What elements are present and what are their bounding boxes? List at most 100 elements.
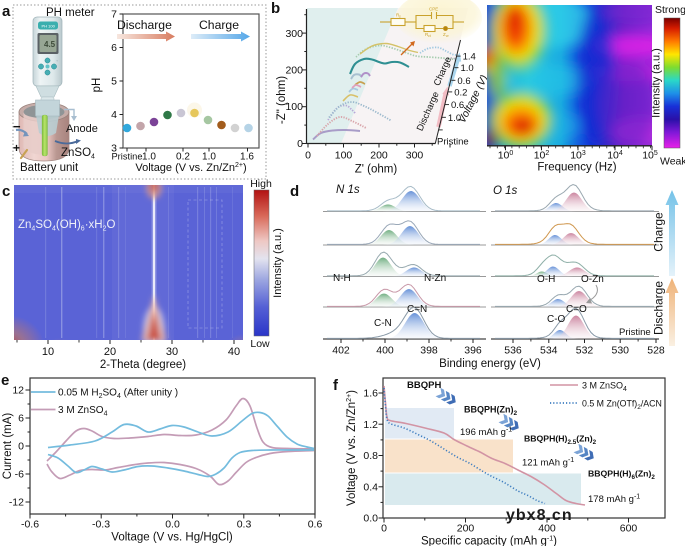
svg-text:O-Zn: O-Zn <box>581 274 604 285</box>
svg-text:Pristine: Pristine <box>619 327 651 338</box>
svg-text:102​: 102​ <box>534 150 550 162</box>
svg-text:3 M ZnSO4​: 3 M ZnSO4​ <box>58 405 108 418</box>
svg-text:400: 400 <box>376 345 394 357</box>
svg-text:N-H: N-H <box>333 273 351 284</box>
svg-text:6: 6 <box>18 413 24 425</box>
svg-text:532: 532 <box>576 345 594 357</box>
svg-text:C-O: C-O <box>547 314 566 325</box>
svg-text:-6: -6 <box>15 469 24 481</box>
svg-text:−: − <box>13 119 21 134</box>
svg-text:Specific capacity (mAh g-1​): Specific capacity (mAh g-1​) <box>421 536 557 546</box>
svg-text:High: High <box>250 178 272 190</box>
svg-text:◦: ◦ <box>57 58 59 63</box>
svg-text:530: 530 <box>611 345 629 357</box>
svg-text:C=N: C=N <box>407 304 427 315</box>
svg-text:0: 0 <box>297 138 303 150</box>
svg-text:Charge: Charge <box>199 18 239 32</box>
svg-text:400: 400 <box>538 523 556 535</box>
svg-text:100​: 100​ <box>498 150 514 162</box>
svg-text:0.0: 0.0 <box>165 519 180 531</box>
svg-text:528: 528 <box>647 345 665 357</box>
svg-text:1.4: 1.4 <box>463 52 476 63</box>
svg-text:402: 402 <box>332 345 350 357</box>
svg-text:1.0: 1.0 <box>448 113 461 124</box>
svg-text:BBQPH: BBQPH <box>407 380 441 391</box>
svg-text:R: R <box>396 13 400 18</box>
svg-text:R: R <box>425 32 429 37</box>
svg-text:Voltage (V vs. Hg/HgCl): Voltage (V vs. Hg/HgCl) <box>111 532 233 544</box>
svg-text:0.6: 0.6 <box>308 519 323 531</box>
svg-text:398: 398 <box>420 345 438 357</box>
svg-text:12: 12 <box>12 385 24 397</box>
svg-text:N 1s: N 1s <box>336 184 360 196</box>
svg-text:0.05 M H2​SO4​ (After unity ): 0.05 M H2​SO4​ (After unity ) <box>58 388 178 401</box>
svg-text:Discharge: Discharge <box>652 281 666 335</box>
svg-text:-12: -12 <box>9 497 24 509</box>
svg-text:Weak: Weak <box>660 156 685 168</box>
svg-text:0.2: 0.2 <box>454 87 467 98</box>
svg-text:-Z" (ohm): -Z" (ohm) <box>276 76 288 124</box>
svg-text:Current (mA): Current (mA) <box>2 413 14 480</box>
svg-text:a: a <box>2 3 11 20</box>
svg-text:4.5: 4.5 <box>44 40 56 49</box>
svg-text:BBQPH(Zn)2​: BBQPH(Zn)2​ <box>464 405 518 418</box>
svg-text:Anode: Anode <box>66 123 98 135</box>
svg-text:ct: ct <box>428 34 431 38</box>
svg-text:Voltage (V vs. Zn/Zn2+​): Voltage (V vs. Zn/Zn2+​) <box>135 162 246 174</box>
svg-text:ybx8.cn: ybx8.cn <box>506 507 573 524</box>
svg-text:-0.6: -0.6 <box>21 519 39 531</box>
svg-text:-0.3: -0.3 <box>92 519 110 531</box>
svg-text:Binding energy (eV): Binding energy (eV) <box>439 358 541 370</box>
svg-text:Charge: Charge <box>652 212 666 252</box>
svg-text:300: 300 <box>406 150 424 162</box>
svg-text:2-Theta (degree): 2-Theta (degree) <box>100 359 186 371</box>
svg-text:200: 200 <box>370 150 388 162</box>
svg-text:0.4: 0.4 <box>363 481 378 493</box>
svg-text:BBQPH(H)6​(Zn)2​: BBQPH(H)6​(Zn)2​ <box>588 469 655 482</box>
svg-text:Zn4​SO4​(OH)6​·xH2​O: Zn4​SO4​(OH)6​·xH2​O <box>18 219 115 233</box>
svg-text:d: d <box>290 183 299 200</box>
svg-text:N-Zn: N-Zn <box>424 273 446 284</box>
svg-text:PH 100: PH 100 <box>42 24 56 29</box>
svg-text:0.0: 0.0 <box>363 513 378 525</box>
svg-text:40: 40 <box>228 346 240 358</box>
svg-text:Discharge: Discharge <box>117 18 172 32</box>
svg-text:O-H: O-H <box>537 274 555 285</box>
svg-text:Voltage (V vs. Zn/Zn2+​): Voltage (V vs. Zn/Zn2+​) <box>346 390 358 506</box>
svg-text:1.0: 1.0 <box>202 152 216 163</box>
svg-text:b: b <box>271 0 280 17</box>
svg-text:s: s <box>399 15 401 19</box>
svg-text:3: 3 <box>111 143 117 155</box>
svg-text:0.6: 0.6 <box>451 100 464 111</box>
svg-text:3 M ZnSO4​: 3 M ZnSO4​ <box>582 381 627 394</box>
svg-text:7: 7 <box>111 9 117 21</box>
svg-text:1.6: 1.6 <box>240 152 254 163</box>
svg-text:PH meter: PH meter <box>46 7 95 19</box>
svg-text:Strong: Strong <box>655 4 685 16</box>
svg-text:Pristine: Pristine <box>437 137 469 148</box>
svg-text:121 mAh g-1​: 121 mAh g-1​ <box>522 457 574 469</box>
svg-text:10: 10 <box>42 346 54 358</box>
svg-text:Low: Low <box>250 338 270 350</box>
svg-text:0: 0 <box>305 150 311 162</box>
svg-text:1.0: 1.0 <box>142 152 156 163</box>
svg-text:O 1s: O 1s <box>493 185 518 197</box>
svg-text:20: 20 <box>104 346 116 358</box>
svg-text:1.2: 1.2 <box>363 419 378 431</box>
svg-text:6: 6 <box>111 42 117 54</box>
svg-text:Z: Z <box>443 32 446 37</box>
svg-text:0: 0 <box>381 523 387 535</box>
svg-text:1.6: 1.6 <box>363 388 378 400</box>
svg-text:BBQPH(H)2.5​(Zn)2​: BBQPH(H)2.5​(Zn)2​ <box>524 434 597 447</box>
svg-text:30: 30 <box>166 346 178 358</box>
svg-text:CPE: CPE <box>429 7 438 12</box>
svg-text:C=O: C=O <box>566 304 587 315</box>
svg-text:103​: 103​ <box>570 150 586 162</box>
svg-text:100: 100 <box>335 150 353 162</box>
svg-text:f: f <box>333 377 339 394</box>
svg-text:pH: pH <box>91 78 103 93</box>
svg-text:200: 200 <box>285 65 303 77</box>
svg-text:Battery unit: Battery unit <box>20 162 79 174</box>
svg-text:178 mAh g-1​: 178 mAh g-1​ <box>588 494 640 506</box>
svg-text:0.5 M Zn(OTf)2​/ACN: 0.5 M Zn(OTf)2​/ACN <box>582 399 662 412</box>
